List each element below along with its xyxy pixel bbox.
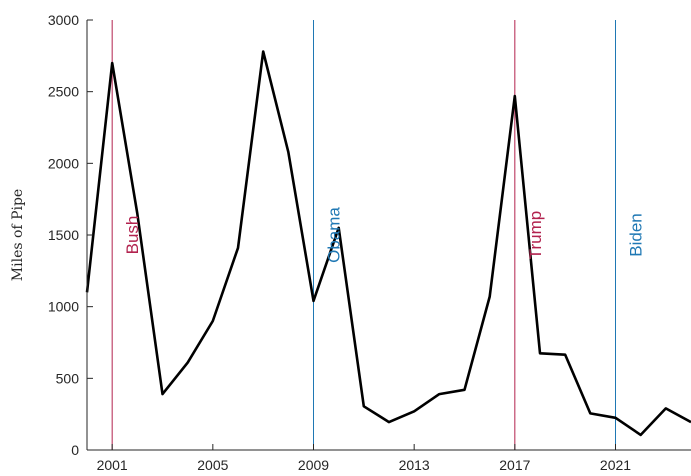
x-tick-label: 2021 <box>600 457 631 473</box>
y-tick-label: 3000 <box>48 12 79 28</box>
president-label-bush: Bush <box>123 216 142 255</box>
y-tick-label: 500 <box>56 370 80 386</box>
president-label-obama: Obama <box>325 207 344 263</box>
y-tick-label: 2000 <box>48 155 79 171</box>
y-tick-label: 1000 <box>48 299 79 315</box>
x-tick-label: 2001 <box>97 457 128 473</box>
y-axis-label: Miles of Pipe <box>10 189 26 281</box>
series-line <box>85 50 691 437</box>
president-label-trump: Trump <box>526 211 545 260</box>
y-tick-label: 1500 <box>48 227 79 243</box>
president-labels: Bush Obama Trump Biden <box>123 207 645 263</box>
x-tick-label: 2013 <box>399 457 430 473</box>
x-tick-label: 2009 <box>298 457 329 473</box>
president-label-biden: Biden <box>627 213 646 256</box>
x-tick-label: 2005 <box>197 457 228 473</box>
series-layer <box>85 50 691 437</box>
y-tick-label: 0 <box>71 442 79 458</box>
y-tick-label: 2500 <box>48 84 79 100</box>
axes: 0 500 1000 1500 2000 2500 3000 2001 2005 2009 2013… <box>48 12 691 473</box>
president-lines <box>111 20 616 450</box>
x-tick-label: 2017 <box>499 457 530 473</box>
